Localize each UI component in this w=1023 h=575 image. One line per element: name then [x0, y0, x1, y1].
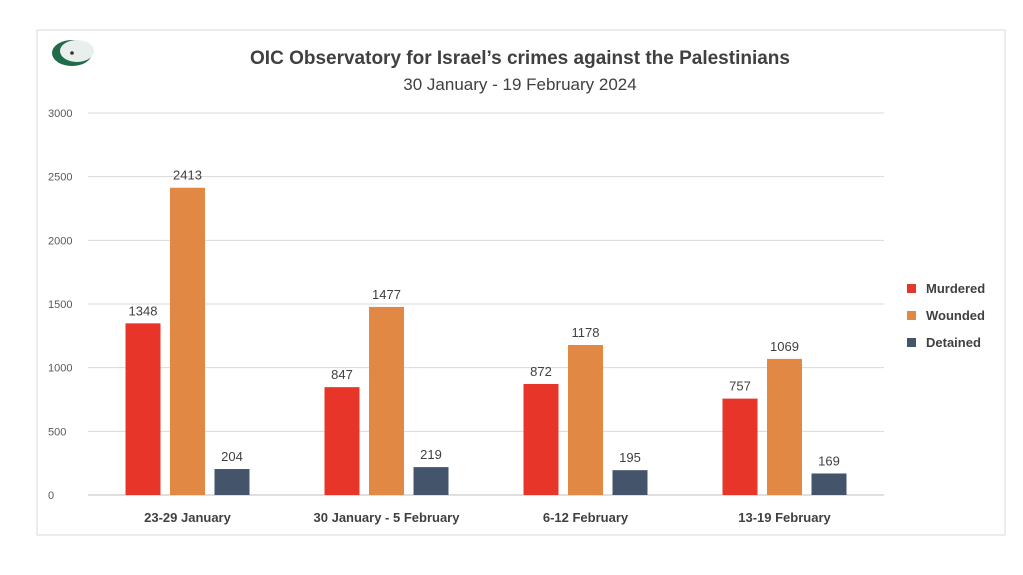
x-tick-label: 6-12 February	[543, 510, 629, 525]
bar-wounded	[170, 187, 205, 495]
bar-wounded	[767, 358, 802, 495]
legend-label: Detained	[926, 335, 981, 350]
legend-swatch-wounded	[907, 311, 916, 320]
x-tick-label: 23-29 January	[144, 510, 231, 525]
chart-subtitle: 30 January - 19 February 2024	[403, 75, 636, 94]
legend-label: Wounded	[926, 308, 985, 323]
bar-wounded	[568, 345, 603, 495]
data-label: 195	[619, 450, 641, 465]
bar-murdered	[125, 323, 161, 495]
legend-swatch-murdered	[907, 284, 916, 293]
data-label: 204	[221, 449, 243, 464]
bar-wounded	[369, 306, 404, 495]
legend-swatch-detained	[907, 338, 916, 347]
y-tick-label: 2500	[48, 172, 72, 184]
chart-title: OIC Observatory for Israel’s crimes agai…	[250, 48, 790, 69]
data-label: 2413	[173, 168, 202, 183]
data-label: 219	[420, 447, 442, 462]
bar-detained	[811, 473, 847, 495]
bar-detained	[612, 470, 648, 495]
y-tick-label: 1000	[48, 363, 72, 375]
data-label: 169	[818, 453, 840, 468]
bar-murdered	[324, 387, 360, 495]
data-label: 1348	[129, 303, 158, 318]
legend-label: Murdered	[926, 281, 985, 296]
data-label: 872	[530, 364, 552, 379]
data-label: 1178	[572, 325, 600, 340]
data-label: 1069	[770, 339, 799, 354]
y-tick-label: 2000	[48, 235, 72, 247]
x-tick-label: 13-19 February	[738, 510, 831, 525]
y-tick-label: 500	[48, 426, 66, 438]
bar-detained	[214, 469, 250, 495]
y-tick-label: 1500	[48, 299, 72, 311]
data-label: 757	[729, 379, 751, 394]
x-tick-label: 30 January - 5 February	[314, 510, 461, 525]
data-label: 1477	[372, 287, 401, 302]
bar-detained	[413, 467, 449, 495]
y-tick-label: 3000	[48, 108, 72, 120]
y-tick-label: 0	[48, 490, 54, 502]
data-label: 847	[331, 367, 353, 382]
bar-murdered	[722, 398, 758, 495]
oic-logo	[52, 40, 94, 66]
bar-murdered	[523, 383, 559, 495]
